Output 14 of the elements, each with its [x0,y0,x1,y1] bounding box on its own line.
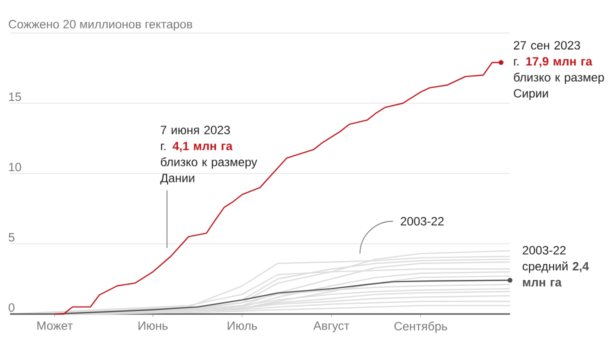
y-tick-label: Сожжено 20 миллионов гектаров [8,20,192,31]
y-tick-label: 15 [9,92,22,102]
y-tick-label: 10 [9,162,22,172]
x-tick-label: Июль [228,322,257,330]
annotation: 7 июня 2023 г. 4,1 млн га близко к размеру Дании [160,126,258,185]
x-tick-label: Июнь [138,322,168,330]
x-tick-label: Сентябрь [394,322,448,333]
x-tick-label: Август [313,322,350,332]
text: 27 сен 2023 г. 17,9 млн га близко к размер Сирии [514,41,604,100]
y-tick-label: 5 [8,233,14,242]
annotation: 2003-22 [400,217,444,226]
x-tick-label: Может [37,322,73,330]
text: 2003-22 средний 2,4 млн га [522,246,589,287]
y-tick-label: 0 [8,303,14,312]
